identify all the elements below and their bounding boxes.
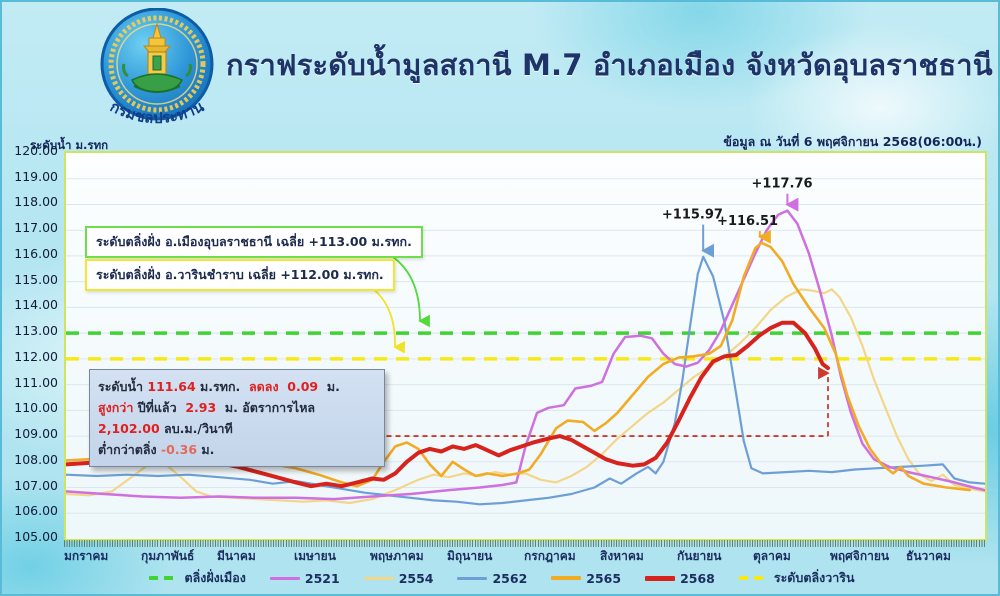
line-swatch-2521: [269, 576, 300, 580]
legend-item-2565: 2565: [551, 571, 621, 586]
department-logo: กรมชลประทาน: [94, 7, 220, 140]
x-axis-labels: มกราคม กุมภาพันธ์ มีนาคม เมษายน พฤษภาคม มิถุน…: [64, 547, 985, 565]
y-tick-label: 113.00: [14, 323, 58, 339]
y-tick-label: 107.00: [14, 477, 58, 493]
legend-item-2562: 2562: [457, 571, 527, 586]
yellow-dash-swatch: [738, 576, 769, 580]
line-swatch-2554: [363, 576, 394, 580]
y-tick-label: 109.00: [14, 426, 58, 442]
status-line-3: ต่ำกว่าตลิ่ง -0.36 ม.: [98, 442, 215, 457]
page-title: กราฟระดับน้ำมูลสถานี M.7 อำเภอเมือง จังห…: [226, 48, 993, 82]
y-tick-label: 115.00: [14, 271, 58, 287]
chart-legend: ตลิ่งฝั่งเมือง 2521 2554 2562 2565 2568 …: [2, 568, 1000, 588]
status-line-2: สูงกว่า ปีที่แล้ว 2.93 ม. อัตราการไหล 2,…: [98, 400, 316, 436]
y-tick-label: 111.00: [14, 374, 58, 390]
series-line-2565: [66, 241, 972, 492]
status-line-1: ระดับน้ำ 111.64 ม.รทก. ลดลง 0.09 ม.: [98, 379, 340, 394]
water-level-chart: +115.97 +116.51 +117.76: [64, 151, 987, 541]
green-dash-swatch: [149, 576, 180, 580]
x-axis-label-month: กันยายน: [677, 549, 722, 563]
muang-bank-note: ระดับตลิ่งฝั่ง อ.เมืองอุบลราชธานี เฉลี่ย…: [85, 226, 423, 258]
legend-item-2554: 2554: [363, 571, 433, 586]
x-axis-label-month: กรกฎาคม: [524, 549, 576, 563]
legend-item-warin-bank: ระดับตลิ่งวาริน: [738, 568, 855, 588]
line-swatch-2562: [457, 576, 488, 580]
series-line-2568: [66, 320, 830, 489]
y-tick-label: 108.00: [14, 451, 58, 467]
x-axis-label-month: เมษายน: [294, 549, 336, 563]
x-axis-label-month: สิงหาคม: [600, 549, 644, 563]
y-tick-label: 119.00: [14, 168, 58, 184]
y-tick-label: 118.00: [14, 194, 58, 210]
data-as-of-label: ข้อมูล ณ วันที่ 6 พฤศจิกายน 2568(06:00น.…: [723, 134, 982, 149]
y-tick-label: 112.00: [14, 348, 58, 364]
x-axis-label-month: ธันวาคม: [906, 549, 951, 563]
irrigation-department-emblem: กรมชลประทาน: [100, 7, 214, 127]
line-swatch-2565: [551, 576, 582, 580]
daily-tick-ruler: [64, 540, 985, 547]
warin-bank-note: ระดับตลิ่งฝั่ง อ.วารินชำราบ เฉลี่ย +112.…: [85, 259, 395, 291]
peak-label-2521: +117.76: [752, 177, 813, 192]
peak-label-2565: +116.51: [717, 214, 778, 229]
line-swatch-2568: [645, 575, 676, 581]
x-axis-label-month: มกราคม: [64, 549, 109, 563]
x-axis-label-month: มีนาคม: [217, 549, 256, 563]
x-axis-label-month: กุมภาพันธ์: [141, 549, 195, 563]
series-line-2521: [66, 209, 985, 501]
legend-item-muang-bank: ตลิ่งฝั่งเมือง: [149, 568, 246, 588]
legend-item-2521: 2521: [269, 571, 340, 586]
status-info-box: ระดับน้ำ 111.64 ม.รทก. ลดลง 0.09 ม. สูงก…: [89, 369, 385, 467]
y-tick-label: 116.00: [14, 245, 58, 261]
x-axis-label-month: มิถุนายน: [447, 549, 493, 563]
peak-label-2562: +115.97: [662, 208, 723, 223]
y-tick-label: 114.00: [14, 297, 58, 313]
legend-item-2568: 2568: [645, 571, 715, 586]
y-tick-label: 106.00: [14, 503, 58, 519]
y-tick-label: 117.00: [14, 220, 58, 236]
x-axis-label-month: พฤศจิกายน: [830, 549, 890, 563]
y-tick-label: 105.00: [14, 529, 58, 544]
y-tick-label: 120.00: [14, 143, 58, 158]
x-axis-label-month: ตุลาคม: [753, 549, 791, 563]
y-axis-unit-label: ระดับน้ำ ม.รทก: [30, 138, 109, 152]
chart-plot: +115.97+116.51 +117.76: [66, 177, 985, 514]
y-tick-label: 110.00: [14, 400, 58, 416]
x-axis-label-month: พฤษภาคม: [370, 549, 424, 563]
